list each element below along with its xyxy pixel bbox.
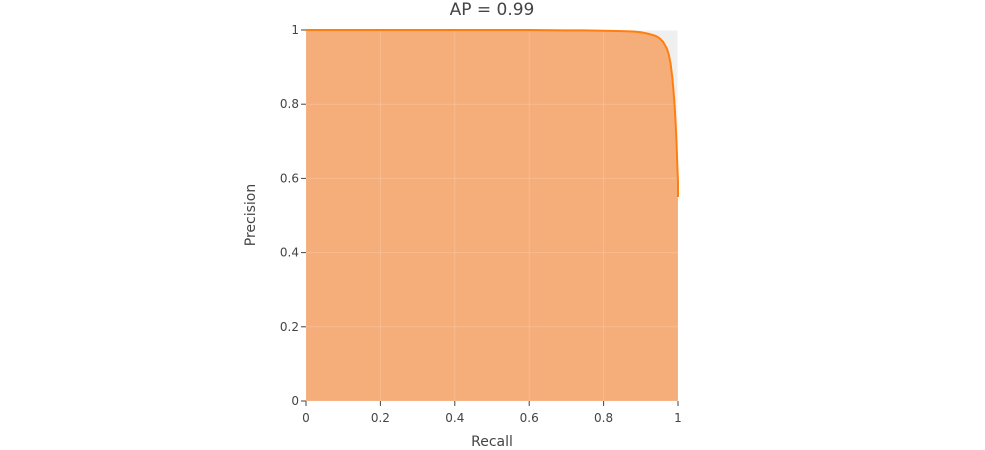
pr-curve-line	[306, 29, 679, 197]
x-axis-title: Recall	[471, 434, 513, 450]
gridlines-overlay	[305, 29, 679, 402]
x-tick-label: 0.6	[520, 411, 539, 425]
x-tick-label: 1	[674, 411, 682, 425]
y-tick-label: 0.2	[280, 320, 299, 334]
y-tick-label: 0	[291, 394, 299, 408]
x-axis-ticks: 0 0.2 0.4 0.6 0.8 1	[302, 401, 682, 425]
x-tick-label: 0.8	[594, 411, 613, 425]
pr-area-fill	[306, 30, 678, 401]
x-tick-label: 0.4	[445, 411, 464, 425]
y-axis-ticks: 0 0.2 0.4 0.6 0.8 1	[280, 23, 306, 408]
chart-title: AP = 0.99	[450, 0, 535, 20]
x-tick-label: 0	[302, 411, 310, 425]
y-tick-label: 0.6	[280, 171, 299, 185]
x-tick-label: 0.2	[371, 411, 390, 425]
y-axis-title: Precision	[243, 184, 259, 246]
y-tick-label: 1	[291, 23, 299, 37]
y-tick-label: 0.4	[280, 246, 299, 260]
y-tick-label: 0.8	[280, 97, 299, 111]
